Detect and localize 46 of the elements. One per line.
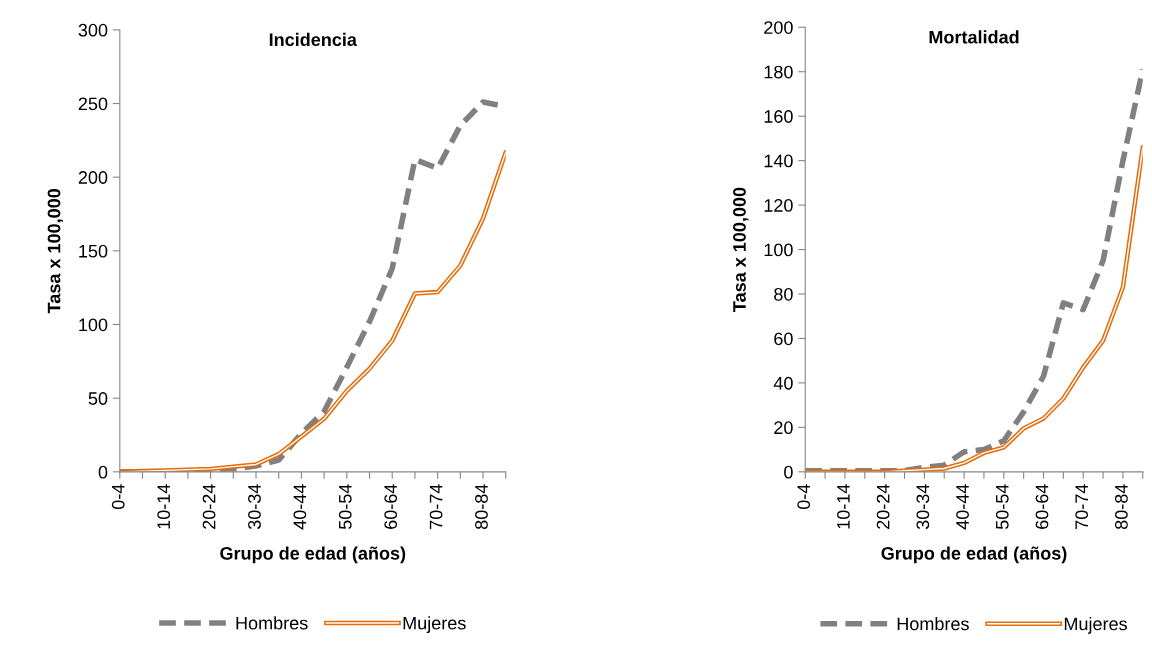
- x-tick-label: 40-44: [293, 484, 307, 530]
- x-tick-label: 10-14: [837, 484, 850, 529]
- y-axis-title: Tasa x 100,000: [47, 188, 64, 314]
- x-tick-label: 0-4: [111, 484, 125, 510]
- y-axis-title: Tasa x 100,000: [733, 187, 749, 312]
- y-tick-label: 0: [784, 465, 793, 479]
- x-tick-label: 10-14: [157, 484, 171, 529]
- x-tick-label: 20-24: [876, 484, 890, 529]
- x-axis-title: Grupo de edad (años): [220, 546, 406, 564]
- y-tick-label: 40: [773, 376, 793, 390]
- y-tick-label: 200: [764, 21, 793, 34]
- chart-title: Mortalidad: [929, 30, 1019, 44]
- x-tick-label: 60-64: [384, 484, 398, 529]
- legend-label: Mujeres: [1064, 617, 1127, 634]
- x-tick-label: 50-54: [995, 484, 1009, 530]
- y-tick-label: 160: [764, 110, 793, 123]
- x-tick-label: 60-64: [1035, 484, 1049, 529]
- y-tick-label: 60: [774, 332, 793, 346]
- x-tick-label: 80-84: [475, 484, 488, 530]
- x-tick-label: 40-44: [956, 484, 969, 530]
- y-tick-label: 300: [78, 23, 108, 37]
- y-tick-label: 100: [764, 243, 793, 257]
- y-tick-label: 180: [764, 65, 793, 79]
- y-tick-label: 20: [774, 421, 793, 435]
- legend-label: Hombres: [897, 617, 969, 631]
- x-tick-label: 20-24: [202, 484, 216, 529]
- x-tick-label: 80-84: [1114, 484, 1128, 530]
- x-tick-label: 30-34: [248, 484, 261, 530]
- x-tick-label: 30-34: [916, 484, 930, 530]
- y-tick-label: 100: [79, 318, 108, 332]
- legend-label: Mujeres: [403, 616, 466, 634]
- y-tick-label: 150: [79, 244, 108, 258]
- x-axis-title: Grupo de edad (años): [881, 546, 1067, 564]
- y-tick-label: 120: [764, 199, 793, 212]
- y-tick-label: 250: [78, 97, 108, 111]
- y-tick-label: 200: [78, 171, 108, 184]
- legend-label: Hombres: [236, 616, 308, 630]
- y-tick-label: 50: [88, 392, 108, 405]
- y-tick-label: 0: [98, 465, 108, 479]
- x-tick-label: 70-74: [429, 484, 443, 529]
- x-tick-label: 50-54: [338, 484, 352, 530]
- x-tick-label: 70-74: [1075, 484, 1089, 529]
- x-tick-label: 0-4: [797, 484, 811, 510]
- y-tick-label: 140: [764, 154, 793, 168]
- y-tick-label: 80: [774, 287, 793, 301]
- chart-title: Incidencia: [269, 32, 358, 47]
